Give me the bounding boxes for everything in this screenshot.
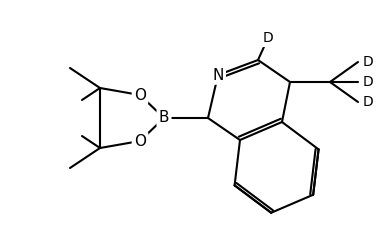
Text: D: D: [363, 55, 373, 69]
Text: D: D: [363, 95, 373, 109]
Text: D: D: [363, 75, 373, 89]
Text: O: O: [134, 88, 146, 103]
Text: D: D: [263, 31, 274, 45]
Text: B: B: [159, 110, 169, 126]
Text: O: O: [134, 134, 146, 148]
Text: N: N: [212, 68, 224, 82]
